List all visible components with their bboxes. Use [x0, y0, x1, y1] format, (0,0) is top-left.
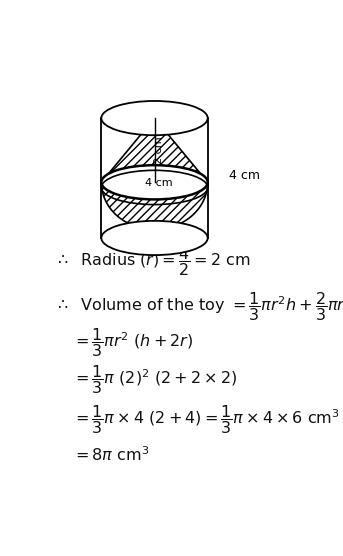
- Text: 4 cm: 4 cm: [145, 178, 172, 188]
- Text: 2 cm: 2 cm: [154, 136, 164, 164]
- Ellipse shape: [102, 165, 208, 200]
- Text: $= \dfrac{1}{3}\pi \times 4\ (2 + 4) = \dfrac{1}{3}\pi \times 4 \times 6$ cm$^3$: $= \dfrac{1}{3}\pi \times 4\ (2 + 4) = \…: [72, 404, 340, 436]
- Text: $= \dfrac{1}{3}\pi\ (2)^2\ (2 + 2 \times 2)$: $= \dfrac{1}{3}\pi\ (2)^2\ (2 + 2 \times…: [72, 363, 237, 396]
- Text: $= 8\pi$ cm$^3$: $= 8\pi$ cm$^3$: [72, 445, 149, 464]
- Polygon shape: [101, 118, 208, 182]
- Ellipse shape: [102, 221, 208, 255]
- Text: $= \dfrac{1}{3}\pi r^2\ (h + 2r)$: $= \dfrac{1}{3}\pi r^2\ (h + 2r)$: [72, 326, 193, 359]
- Polygon shape: [101, 182, 208, 230]
- Ellipse shape: [102, 101, 208, 135]
- Text: $\therefore$  Radius $(r) = \dfrac{4}{2} = 2$ cm: $\therefore$ Radius $(r) = \dfrac{4}{2} …: [54, 245, 250, 278]
- Text: 4 cm: 4 cm: [229, 170, 260, 182]
- Text: $\therefore$  Volume of the toy $= \dfrac{1}{3}\pi r^2 h + \dfrac{2}{3}\pi r^3$: $\therefore$ Volume of the toy $= \dfrac…: [54, 290, 343, 323]
